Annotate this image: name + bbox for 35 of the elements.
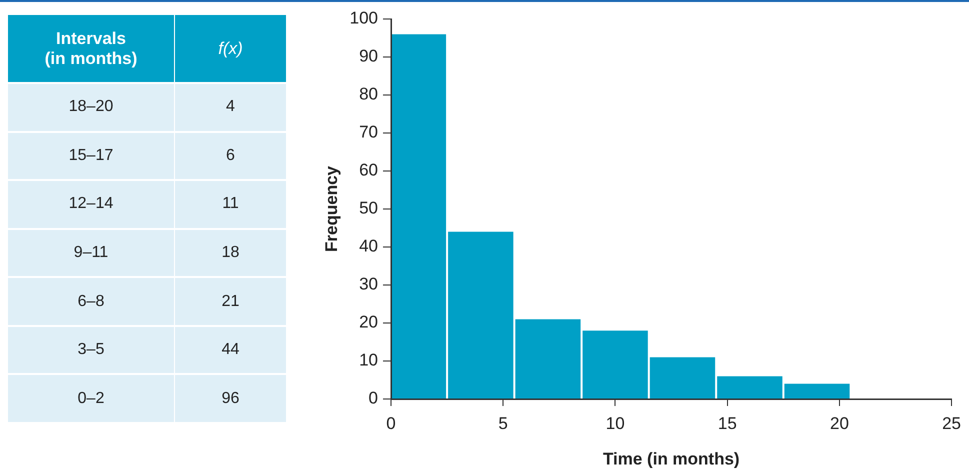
y-tick-label: 70 xyxy=(359,122,378,142)
text: 0–2 xyxy=(8,375,174,422)
y-tick-label: 90 xyxy=(359,46,378,66)
text: f(x) xyxy=(175,15,286,82)
text: 12–14 xyxy=(8,181,174,228)
x-tick-label: 25 xyxy=(942,414,962,433)
text: Intervals (in months) xyxy=(8,15,174,82)
text: 21 xyxy=(175,278,286,325)
x-tick-label: 10 xyxy=(606,414,625,433)
y-tick-label: 40 xyxy=(359,236,378,256)
text: 18–20 xyxy=(8,84,174,131)
text: 11 xyxy=(175,181,286,228)
text: 3–5 xyxy=(8,326,174,374)
y-tick-label: 20 xyxy=(359,312,378,332)
x-tick-label: 15 xyxy=(718,414,737,433)
x-tick-label: 5 xyxy=(498,414,508,433)
text: 18 xyxy=(175,230,286,276)
y-tick-label: 60 xyxy=(359,160,378,180)
x-axis-title: Time (in months) xyxy=(602,449,740,468)
text: 9–11 xyxy=(8,230,174,276)
text: 96 xyxy=(175,375,286,422)
y-tick-label: 10 xyxy=(359,350,378,370)
text: 6–8 xyxy=(8,278,174,325)
text: 44 xyxy=(175,326,286,374)
y-tick-label: 100 xyxy=(350,8,378,28)
y-tick-label: 50 xyxy=(359,198,378,218)
x-tick-label: 20 xyxy=(830,414,849,433)
y-axis-title: Frequency xyxy=(322,165,341,252)
y-tick-label: 0 xyxy=(368,388,378,408)
y-tick-label: 30 xyxy=(359,274,378,294)
text: 6 xyxy=(175,132,286,180)
x-tick-label: 0 xyxy=(386,414,396,433)
text: 4 xyxy=(175,84,286,131)
y-tick-label: 80 xyxy=(359,84,378,104)
text: 15–17 xyxy=(8,132,174,180)
